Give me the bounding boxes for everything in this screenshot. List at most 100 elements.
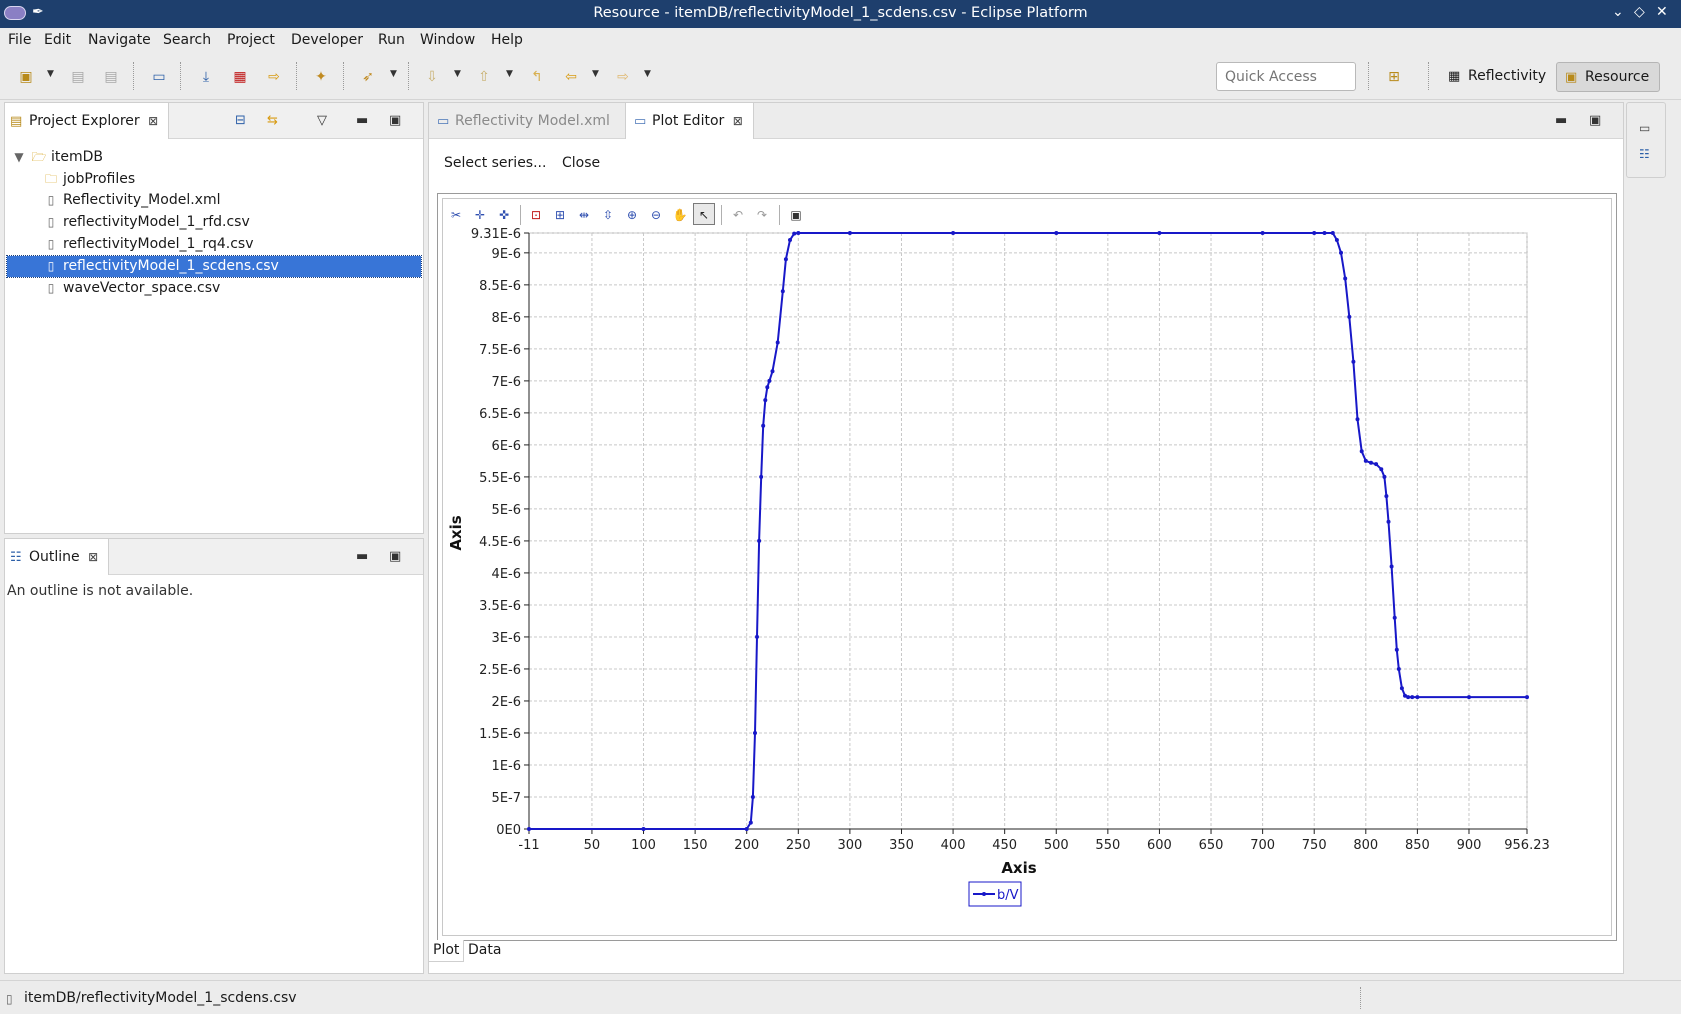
tree-item-wavevector-csv[interactable]: ▯ waveVector_space.csv xyxy=(43,278,221,299)
data-point[interactable] xyxy=(763,398,768,403)
pin-icon[interactable]: ✒ xyxy=(32,4,44,20)
open-perspective-icon[interactable]: ⊞ xyxy=(1388,69,1400,85)
data-point[interactable] xyxy=(847,231,852,235)
data-point[interactable] xyxy=(744,827,749,831)
save-icon[interactable]: ▤ xyxy=(71,69,85,85)
link-with-editor-icon[interactable]: ⇆ xyxy=(267,113,278,128)
horizontal-zoom-icon[interactable]: ⇹ xyxy=(578,208,590,222)
select-series-link[interactable]: Select series... xyxy=(444,155,547,171)
undo-icon[interactable]: ↶ xyxy=(732,208,744,222)
remove-annotation-icon[interactable]: ✜ xyxy=(498,208,510,222)
data-point[interactable] xyxy=(792,231,797,236)
data-point[interactable] xyxy=(759,474,764,479)
data-point[interactable] xyxy=(1399,686,1404,691)
previous-annotation-icon[interactable]: ⇧ xyxy=(478,69,490,85)
menu-window[interactable]: Window xyxy=(420,32,476,48)
close-icon[interactable]: ⊠ xyxy=(88,550,99,564)
data-point[interactable] xyxy=(1403,693,1407,698)
tree-item-jobprofiles[interactable]: 🗀 jobProfiles xyxy=(43,168,135,189)
data-point[interactable] xyxy=(748,820,753,825)
menu-navigate[interactable]: Navigate xyxy=(88,32,151,48)
close-icon[interactable]: ⊠ xyxy=(148,114,159,128)
data-point[interactable] xyxy=(1467,695,1471,700)
tree-item-reflectivity-model-xml[interactable]: ▯ Reflectivity_Model.xml xyxy=(43,190,221,211)
minimize-editor-icon[interactable]: ▬ xyxy=(1555,113,1568,128)
tab-plot-editor[interactable]: ▭ Plot Editor ⊠ xyxy=(625,103,754,139)
data-point[interactable] xyxy=(775,340,780,345)
data-point[interactable] xyxy=(1389,564,1394,569)
data-point[interactable] xyxy=(1392,615,1397,620)
next-annotation-dropdown-icon[interactable]: ▼ xyxy=(454,69,461,79)
maximize-view-icon[interactable]: ▣ xyxy=(389,549,402,564)
legend[interactable]: b/V xyxy=(968,881,1022,907)
terminal-icon[interactable]: ▭ xyxy=(152,69,166,85)
data-point[interactable] xyxy=(1322,231,1327,235)
data-point[interactable] xyxy=(1415,695,1420,700)
menu-developer[interactable]: Developer xyxy=(291,32,364,48)
data-point[interactable] xyxy=(767,378,772,383)
redo-icon[interactable]: ↷ xyxy=(756,208,768,222)
data-point[interactable] xyxy=(1394,647,1399,652)
quick-access-input[interactable] xyxy=(1216,62,1356,91)
collapse-all-icon[interactable]: ⊟ xyxy=(235,113,246,128)
maximize-window-icon[interactable]: ◇ xyxy=(1634,4,1645,20)
tab-outline[interactable]: ☷ Outline ⊠ xyxy=(5,539,110,575)
tab-plot[interactable]: Plot xyxy=(428,940,465,962)
menu-search[interactable]: Search xyxy=(163,32,212,48)
previous-annotation-dropdown-icon[interactable]: ▼ xyxy=(506,69,513,79)
tools-icon[interactable]: ✦ xyxy=(315,69,327,85)
data-point[interactable] xyxy=(761,423,766,428)
import-icon[interactable]: ⤓ xyxy=(202,69,210,85)
perspective-resource[interactable]: ▣ Resource xyxy=(1556,62,1661,92)
eclipse-app-icon[interactable] xyxy=(4,6,26,20)
forward-arrow-icon[interactable]: ⇨ xyxy=(268,69,280,85)
forward-dropdown-icon[interactable]: ▼ xyxy=(644,69,651,79)
back-dropdown-icon[interactable]: ▼ xyxy=(592,69,599,79)
data-point[interactable] xyxy=(1355,417,1360,422)
data-point[interactable] xyxy=(1359,449,1364,454)
data-point[interactable] xyxy=(757,538,762,543)
data-point[interactable] xyxy=(1369,460,1373,465)
data-point[interactable] xyxy=(951,231,956,235)
data-point[interactable] xyxy=(1374,462,1379,467)
run-tool-dropdown-icon[interactable]: ▼ xyxy=(390,69,397,79)
rubberband-zoom-icon[interactable]: ⊞ xyxy=(554,208,566,222)
tree-item-rq4-csv[interactable]: ▯ reflectivityModel_1_rq4.csv xyxy=(43,234,254,255)
perspective-reflectivity[interactable]: ▦ Reflectivity xyxy=(1440,62,1556,92)
forward-icon[interactable]: ⇨ xyxy=(617,69,629,85)
data-point[interactable] xyxy=(788,238,792,242)
run-tool-icon[interactable]: ➶ xyxy=(362,69,374,85)
data-point[interactable] xyxy=(1330,231,1335,235)
data-point[interactable] xyxy=(1339,250,1343,255)
restore-icon[interactable]: ▭ xyxy=(1639,121,1651,135)
maximize-view-icon[interactable]: ▣ xyxy=(389,113,402,128)
close-icon[interactable]: ⊠ xyxy=(732,114,743,128)
next-annotation-icon[interactable]: ⇩ xyxy=(426,69,438,85)
data-point[interactable] xyxy=(1157,231,1162,235)
data-point[interactable] xyxy=(1410,695,1415,700)
vertical-zoom-icon[interactable]: ⇳ xyxy=(602,208,614,222)
data-point[interactable] xyxy=(1379,467,1384,472)
save-all-icon[interactable]: ▤ xyxy=(104,69,118,85)
data-point[interactable] xyxy=(1351,359,1356,364)
data-point[interactable] xyxy=(753,731,757,735)
menu-edit[interactable]: Edit xyxy=(44,32,72,48)
data-point[interactable] xyxy=(1363,458,1368,463)
data-point[interactable] xyxy=(1406,695,1411,700)
tree-item-itemdb[interactable]: ▼ 🗁 itemDB xyxy=(11,146,103,167)
close-window-icon[interactable]: ✕ xyxy=(1656,4,1668,20)
data-point[interactable] xyxy=(783,257,788,262)
data-point[interactable] xyxy=(770,369,775,374)
minimize-view-icon[interactable]: ▬ xyxy=(356,113,369,128)
tab-project-explorer[interactable]: ▤ Project Explorer ⊠ xyxy=(5,103,170,139)
data-point[interactable] xyxy=(1347,314,1352,319)
pointer-icon[interactable]: ↖ xyxy=(693,203,715,225)
data-point[interactable] xyxy=(1525,695,1529,700)
pan-icon[interactable]: ✋ xyxy=(672,208,688,222)
tab-data[interactable]: Data xyxy=(468,942,502,958)
data-point[interactable] xyxy=(1054,231,1059,235)
data-point[interactable] xyxy=(796,231,801,235)
data-point[interactable] xyxy=(527,827,531,831)
minimize-window-icon[interactable]: ⌄ xyxy=(1612,4,1624,20)
view-menu-icon[interactable]: ▽ xyxy=(317,113,327,128)
